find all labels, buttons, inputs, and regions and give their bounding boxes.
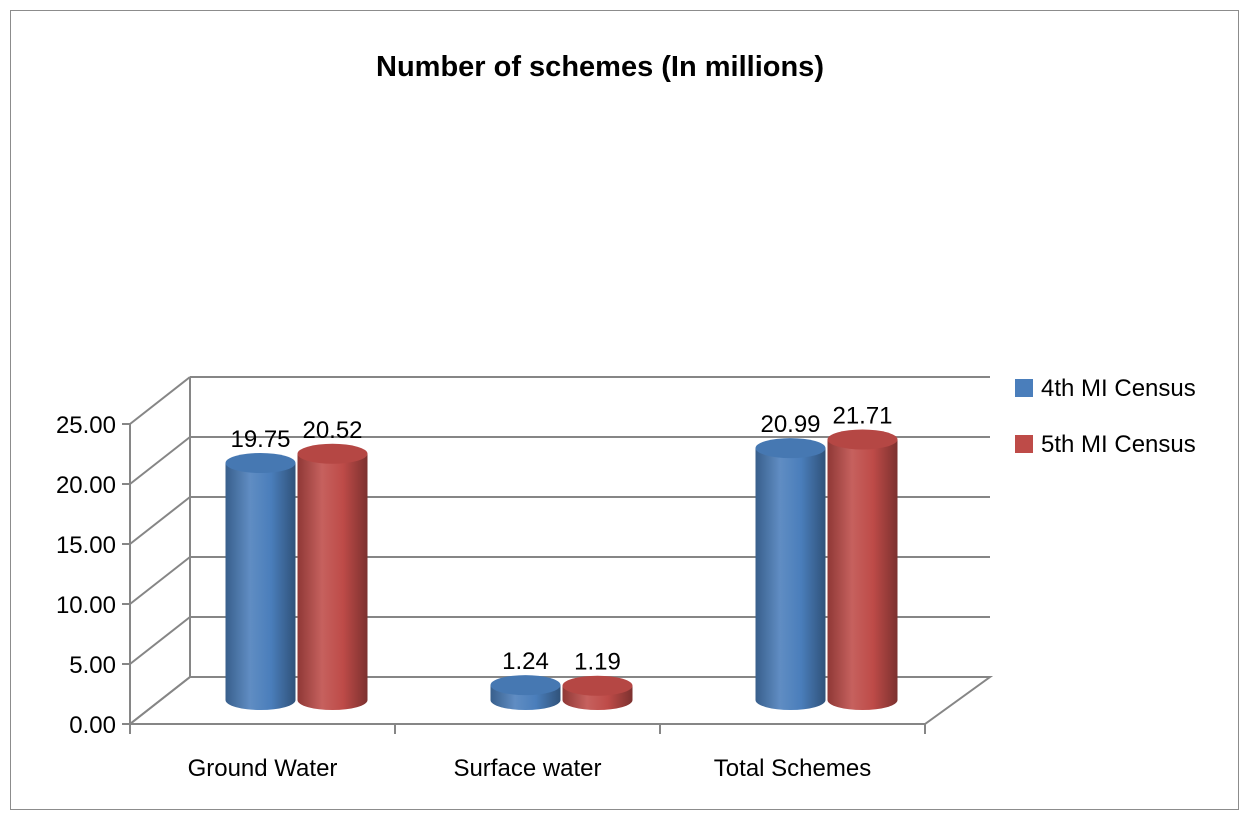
legend-swatch <box>1015 379 1033 397</box>
bar-body <box>297 453 368 710</box>
chart-title: Number of schemes (In millions) <box>376 51 824 83</box>
bars <box>225 429 898 710</box>
legend-label: 5th MI Census <box>1041 431 1196 458</box>
data-label: 21.71 <box>832 402 892 429</box>
legend: 4th MI Census 5th MI Census <box>1015 375 1196 458</box>
bar <box>755 438 826 710</box>
bar <box>562 675 633 710</box>
bar <box>225 453 296 710</box>
bar-body <box>225 463 296 710</box>
bar-body <box>827 439 898 710</box>
data-labels: 19.75 20.52 1.24 1.19 20.99 21.71 <box>230 402 892 675</box>
x-tick-label: Total Schemes <box>714 755 871 782</box>
x-tick-label: Ground Water <box>188 755 338 782</box>
y-tick-label: 15.00 <box>56 532 116 559</box>
y-tick-label: 25.00 <box>56 412 116 439</box>
gridline-side <box>129 496 191 545</box>
bar-body <box>755 448 826 710</box>
bar <box>490 675 561 710</box>
data-label: 19.75 <box>230 426 290 453</box>
axes: 0.00 5.00 10.00 15.00 20.00 25.00 Ground Water… <box>56 412 926 782</box>
bar-top <box>297 443 368 464</box>
bar-top <box>827 429 898 450</box>
gridline-side <box>129 676 191 725</box>
data-label: 1.24 <box>502 648 549 675</box>
legend-swatch <box>1015 435 1033 453</box>
y-tick-label: 20.00 <box>56 472 116 499</box>
bar <box>827 429 898 710</box>
bar-top <box>562 675 633 696</box>
data-label: 20.52 <box>302 417 362 444</box>
gridline-side <box>129 616 191 665</box>
data-label: 20.99 <box>760 411 820 438</box>
y-tick-label: 5.00 <box>69 652 116 679</box>
gridline-side <box>129 436 191 485</box>
legend-label: 4th MI Census <box>1041 375 1196 402</box>
data-label: 1.19 <box>574 649 621 676</box>
y-tick-label: 10.00 <box>56 592 116 619</box>
y-tick-label: 0.00 <box>69 712 116 739</box>
bar-top <box>755 438 826 459</box>
bar <box>297 443 368 710</box>
gridline-side <box>129 556 191 605</box>
bar-top <box>225 453 296 473</box>
x-tick-label: Surface water <box>453 755 601 782</box>
bar-top <box>490 675 561 696</box>
gridline-side <box>129 376 191 425</box>
